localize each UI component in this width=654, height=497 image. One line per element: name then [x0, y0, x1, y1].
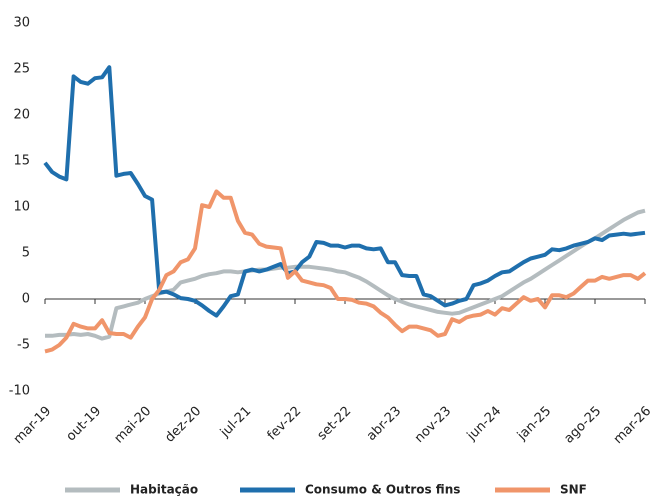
series-line [44, 189, 647, 354]
x-tick-label: dez-20 [162, 404, 204, 446]
x-tick-label: nov-23 [412, 404, 454, 446]
y-tick-label: 15 [13, 154, 30, 169]
y-tick-label: 0 [22, 292, 30, 307]
x-tick-label: jul-21 [217, 404, 254, 441]
legend-label: Habitação [130, 483, 198, 497]
x-tick-label: mai-20 [112, 404, 155, 447]
x-tick-label: mar-26 [611, 404, 654, 447]
x-tick-label: out-19 [64, 404, 105, 445]
legend: Habitação Consumo & Outros fins SNF [65, 483, 587, 497]
legend-label: SNF [560, 483, 587, 497]
y-tick-label: -10 [9, 384, 30, 399]
y-tick-label: 25 [13, 62, 30, 77]
x-tick-label: abr-23 [364, 404, 404, 444]
x-tick-label: fev-22 [265, 404, 305, 444]
y-tick-label: 20 [13, 108, 30, 123]
series-line [43, 65, 646, 318]
x-tick-label: jan-25 [514, 404, 554, 444]
x-tick-label: ago-25 [561, 404, 604, 447]
x-tick-label: jun-24 [464, 404, 505, 445]
x-tick-label: set-22 [315, 404, 355, 444]
x-tick-label: mar-19 [11, 404, 54, 447]
y-tick-label: -5 [17, 338, 30, 353]
y-tick-label: 30 [13, 16, 30, 31]
y-tick-label: 5 [22, 246, 30, 261]
y-tick-label: 10 [13, 200, 30, 215]
legend-label: Consumo & Outros fins [305, 483, 460, 497]
series-line [45, 208, 646, 341]
